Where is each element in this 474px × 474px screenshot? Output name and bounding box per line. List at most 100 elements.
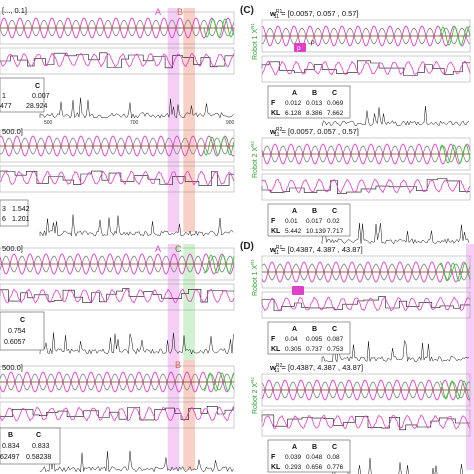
robot2-left-r1c1: 3 [2,206,6,213]
table-col-c: C [332,444,337,451]
axis-tick-900-a: 900 [226,120,235,126]
table-cell-1-0: 6.128 [285,110,302,117]
frame-trace-13 [261,409,471,437]
frame-osc-11 [261,137,471,171]
robot3-left-header-c: C [20,317,25,324]
panel_d-robot1-side-label: Robot 1 XR1 [250,259,259,296]
robot2-left-r2c1: 6 [2,216,6,223]
oscillation-grey-11 [261,145,471,163]
left-header-4: 500.0] [2,363,23,372]
table-cell-1-2: 0.776 [327,464,344,471]
left-table-box-0 [0,77,45,113]
table-col-c: C [332,326,337,333]
header-value: = [0.4387, 4.387 , 43.87] [279,363,363,372]
table-cell-0-2: 0.087 [327,336,344,343]
table-row-label-0: F [271,336,276,343]
robot1-left-header-c: C [35,83,40,90]
table-cell-0-0: 0.012 [285,100,302,107]
table-col-c: C [332,90,337,97]
table-col-b: B [312,326,317,333]
table-cell-0-1: 0.013 [306,100,323,107]
spike-trace-0 [39,97,234,119]
side-label-sup: R1 [250,23,255,29]
frame-osc-2 [0,247,235,281]
trace-pink-2 [0,288,235,304]
band-label-c-mid: C [175,244,182,254]
table-row-label-1: KL [271,228,281,235]
table-cell-0-0: 0.01 [285,218,298,225]
table-row-label-0: F [271,100,276,107]
trace-black-12 [261,296,470,311]
band-label-a-mid: A [155,244,161,254]
side-label-text: Robot 1 X [252,265,259,296]
oscillation-grey-0 [0,19,235,37]
side-label-sup: R2 [250,141,255,147]
panel_c-robot2-side-label: Robot 2 XR2 [250,141,259,178]
panel_c-robot1-table-box [267,85,351,119]
header-value: = [0.4387, 4.387 , 43.87] [279,245,363,254]
frame-trace-10 [261,55,471,83]
oscillation-green-0 [203,18,235,38]
trace-black-13 [261,414,470,431]
panel_c-robot2-table-box [267,203,351,237]
robot1-left-r2c2: 28.924 [26,103,48,110]
left-top-header: [..., 0.1] [2,6,27,15]
frame-trace-12 [261,291,471,319]
callout-label-a: p [297,45,301,52]
table-col-a: A [292,326,297,333]
header-value: = [0.0057, 0.057 , 0.57] [279,127,358,136]
oscillation-grey-12 [261,263,471,281]
highlight-band-c-3 [183,244,195,360]
oscillation-grey-10 [261,27,471,45]
frame-osc-12 [261,255,471,289]
robot4-left-r1c1: 0.834 [2,443,20,450]
panel-d-label: (D) [240,241,254,252]
highlight-band-right-edge [466,244,474,470]
robot2-left-r2c2: 1.201 [12,216,30,223]
robot2-left-r1c2: 1.542 [12,206,30,213]
frame-osc-3 [0,365,235,399]
side-label-sup: R2 [250,377,255,383]
axis-tick-500-a: 500 [44,120,53,126]
robot3-left-r2: 0.6057 [4,339,26,346]
frame-trace-0 [0,47,235,75]
header-sub: 11 [274,14,279,20]
table-cell-1-0: 0.305 [285,346,302,353]
panel_c-robot1-header: wR1 11 = [0.0057, 0.057 , 0.57] [269,9,359,20]
trace-pink-0 [0,52,235,68]
panel_d-robot1-header: wR1 11 = [0.4387, 4.387 , 43.87] [269,245,363,256]
header-value: = [0.0057, 0.057 , 0.57] [279,9,358,18]
table-cell-0-2: 0.02 [327,218,340,225]
robot1-left-r1c1: 1 [2,93,6,100]
header-w: w [269,363,276,372]
frame-trace-2 [0,283,235,311]
trace-black-10 [261,60,470,76]
table-row-label-0: F [271,454,276,461]
table-cell-0-1: 0.048 [306,454,323,461]
trace-pink-11 [261,178,471,194]
table-cell-1-1: 10.139 [306,228,326,235]
side-label-sup: R1 [250,259,255,265]
robot1-left-r1c2: 0.007 [32,93,50,100]
band-label-b-top: B [177,7,183,17]
frame-osc-10 [261,19,471,53]
table-row-label-1: KL [271,464,281,471]
table-cell-0-0: 0.04 [285,336,298,343]
side-label-text: Robot 1 X [252,29,259,60]
frame-osc-1 [0,129,235,163]
table-col-a: A [292,208,297,215]
trace-black-11 [261,178,470,194]
spike-trace-3 [39,450,234,473]
panel-c-label: (C) [240,5,254,16]
highlight-band-b-1 [183,8,195,232]
robot4-left-header-b: B [8,432,13,439]
oscillation-green-12 [439,262,471,282]
table-cell-0-1: 0.017 [306,218,323,225]
oscillation-pink-0 [0,17,235,39]
frame-osc-13 [261,373,471,407]
table-col-a: A [292,444,297,451]
header-sub: 11 [274,368,279,374]
header-sup: R2 [276,363,283,369]
robot4-left-r2c2: 0.58238 [26,454,51,461]
table-cell-0-2: 0.069 [327,100,344,107]
